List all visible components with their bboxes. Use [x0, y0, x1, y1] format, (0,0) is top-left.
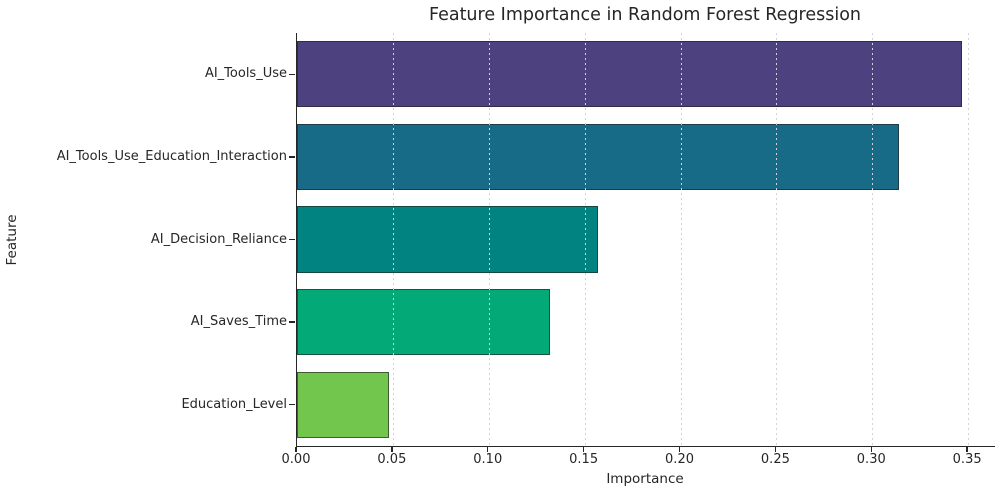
y-axis-label: Feature [4, 214, 20, 266]
x-tick-label: 0.15 [569, 452, 599, 467]
y-tick-mark [289, 321, 295, 323]
x-tick-label: 0.05 [377, 452, 407, 467]
gridline [968, 33, 970, 446]
gridline [392, 33, 394, 446]
y-tick-mark [289, 404, 295, 406]
bar-AI_Tools_Use [297, 41, 963, 108]
gridline [776, 33, 778, 446]
bar-AI_Tools_Use_Education_Interaction [297, 123, 900, 190]
gridline [872, 33, 874, 446]
plot-area [296, 33, 995, 447]
y-tick-mark [289, 156, 295, 158]
x-tick-mark [582, 447, 585, 452]
x-tick-mark [678, 447, 681, 452]
y-tick-label: AI_Tools_Use_Education_Interaction [56, 149, 287, 165]
bar-AI_Decision_Reliance [297, 206, 599, 273]
x-tick-mark [774, 447, 777, 452]
x-tick-label: 0.35 [952, 452, 982, 467]
bar-AI_Saves_Time [297, 289, 551, 356]
x-tick-label: 0.00 [281, 452, 311, 467]
y-tick-mark [289, 238, 295, 241]
x-axis-label: Importance [606, 471, 684, 487]
x-tick-label: 0.20 [665, 452, 694, 467]
y-tick-label: AI_Saves_Time [190, 314, 287, 330]
y-tick-label: AI_Tools_Use [204, 66, 287, 82]
gridline [680, 33, 682, 446]
y-tick-label: Education_Level [181, 396, 287, 412]
chart-title: Feature Importance in Random Forest Regr… [428, 5, 862, 25]
y-tick-label: AI_Decision_Reliance [150, 231, 287, 247]
x-tick-mark [391, 447, 393, 452]
y-tick-mark [289, 73, 295, 75]
x-tick-label: 0.25 [760, 452, 790, 467]
x-tick-mark [487, 447, 489, 452]
x-tick-mark [295, 447, 297, 452]
gridline [488, 33, 490, 446]
gridline [584, 33, 586, 446]
x-tick-mark [870, 447, 872, 452]
x-tick-label: 0.10 [473, 452, 503, 467]
x-tick-mark [966, 447, 968, 452]
x-tick-label: 0.30 [856, 452, 886, 467]
bar-Education_Level [297, 371, 390, 438]
